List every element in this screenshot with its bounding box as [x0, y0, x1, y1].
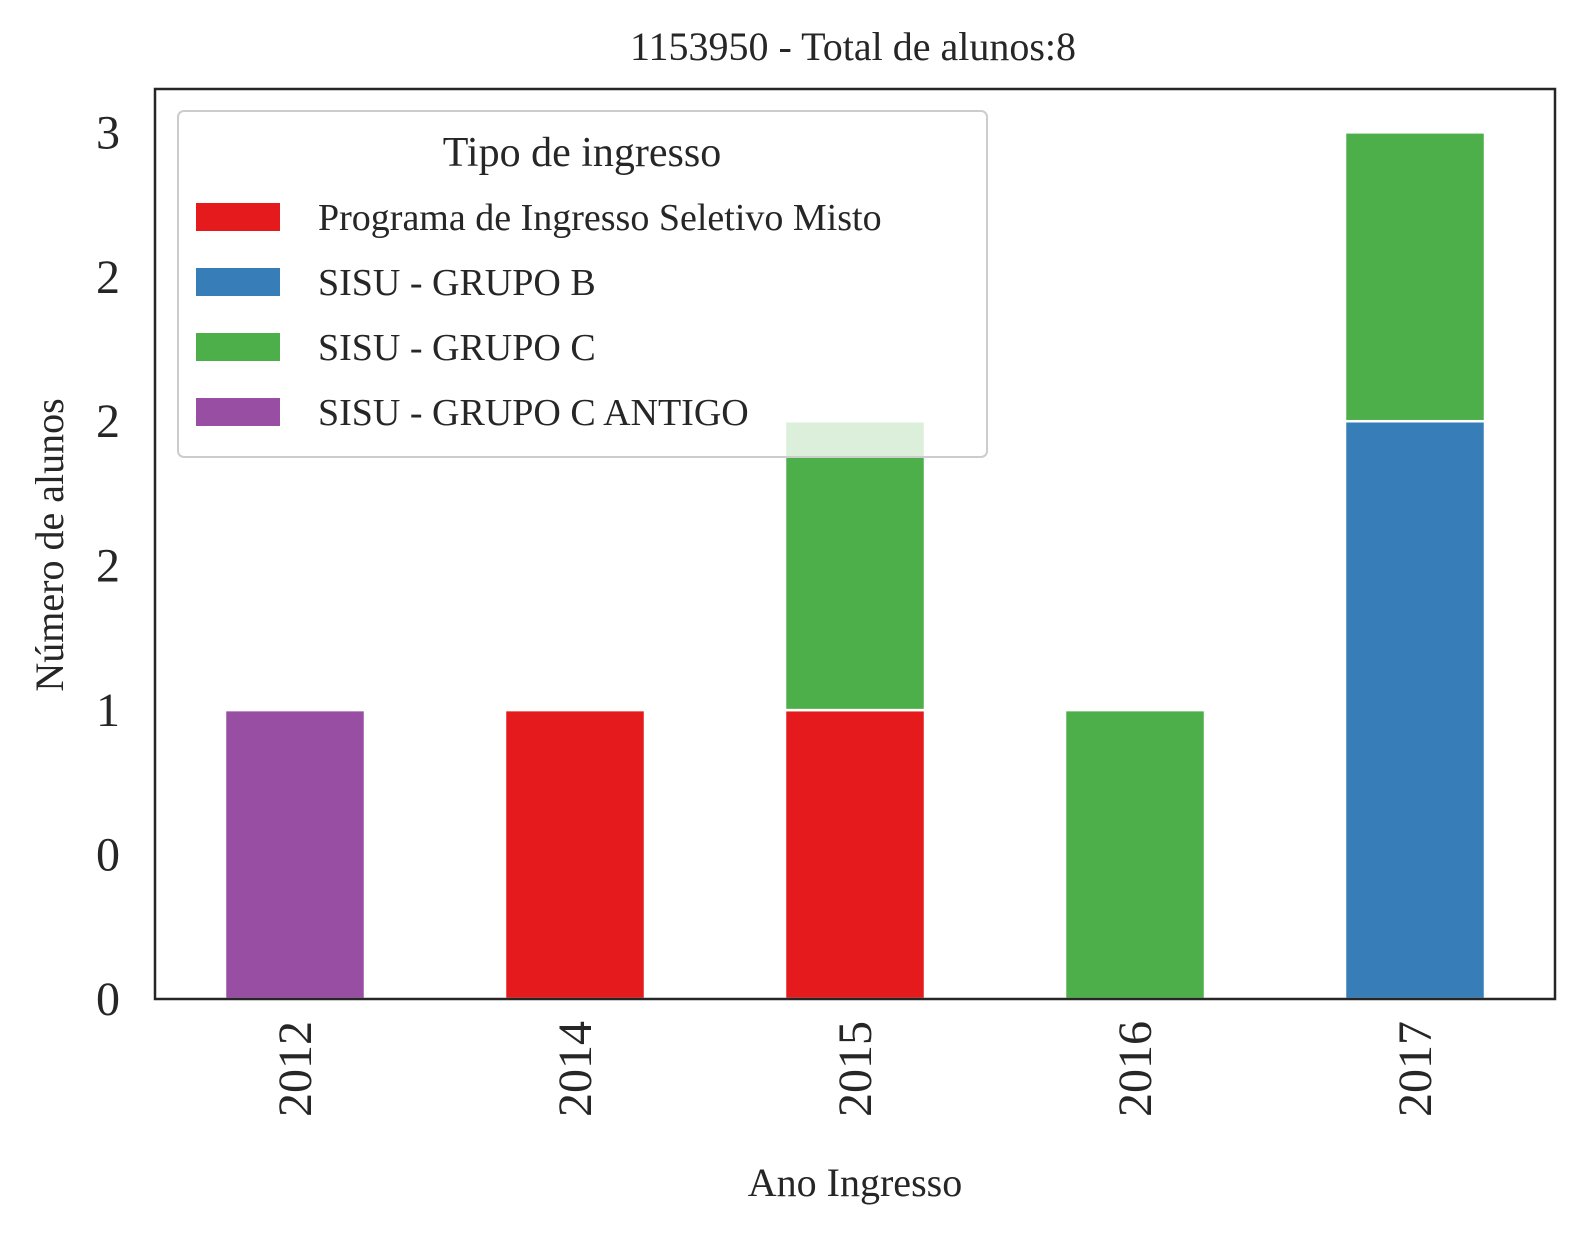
- bars-group: [223, 131, 1487, 1001]
- legend-swatch: [196, 333, 280, 361]
- x-tick-label: 2014: [549, 1021, 602, 1117]
- y-axis-label: Número de alunos: [27, 398, 72, 691]
- y-axis-ticks: 0 0 1 2 2 2 3: [96, 106, 120, 1026]
- chart-title: 1153950 - Total de alunos:8: [630, 24, 1076, 69]
- x-axis-label: Ano Ingresso: [748, 1160, 962, 1205]
- y-tick-label: 2: [96, 251, 120, 304]
- x-tick-label: 2015: [829, 1021, 882, 1117]
- bar-2017-series-1: [1343, 419, 1487, 1001]
- legend-label: Programa de Ingresso Seletivo Misto: [318, 197, 882, 239]
- legend-label: SISU - GRUPO C: [318, 327, 596, 369]
- legend-swatch: [196, 268, 280, 296]
- y-tick-label: 1: [96, 684, 120, 737]
- x-tick-label: 2017: [1389, 1021, 1442, 1117]
- bar-2014-series-0: [503, 708, 647, 1001]
- legend: Tipo de ingresso Programa de Ingresso Se…: [177, 110, 988, 458]
- y-tick-label: 0: [96, 829, 120, 882]
- legend-title: Tipo de ingresso: [443, 130, 721, 176]
- plot-area-frame: [153, 87, 1557, 1001]
- x-tick-label: 2016: [1109, 1021, 1162, 1117]
- legend-label: SISU - GRUPO C ANTIGO: [318, 392, 749, 434]
- legend-swatch: [196, 398, 280, 426]
- legend-items: Programa de Ingresso Seletivo Misto SISU …: [196, 197, 882, 434]
- legend-box: [177, 110, 988, 458]
- x-axis-ticks: 2012 2014 2015 2016 2017: [269, 1021, 1442, 1117]
- legend-label: SISU - GRUPO B: [318, 262, 596, 304]
- y-tick-label: 2: [96, 395, 120, 448]
- y-tick-label: 3: [96, 106, 120, 159]
- bar-2017-series-2: [1343, 131, 1487, 423]
- legend-swatch: [196, 203, 280, 231]
- bar-2015-series-0: [783, 708, 927, 1001]
- bar-2012-series-3: [223, 708, 367, 1001]
- y-tick-label: 2: [96, 540, 120, 593]
- bar-2015-series-2: [783, 419, 927, 712]
- x-tick-label: 2012: [269, 1021, 322, 1117]
- bar-2016-series-2: [1063, 708, 1207, 1001]
- y-tick-label: 0: [96, 973, 120, 1026]
